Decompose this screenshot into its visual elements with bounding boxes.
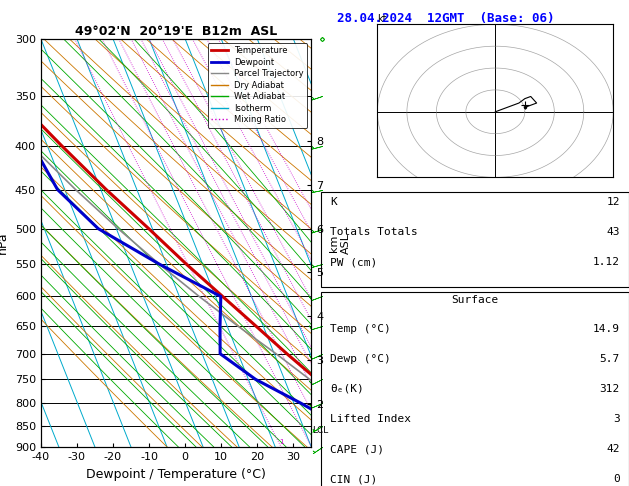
Text: 5.7: 5.7 <box>599 354 620 364</box>
Text: 1: 1 <box>279 439 284 445</box>
Text: 14.9: 14.9 <box>593 324 620 334</box>
Y-axis label: hPa: hPa <box>0 232 9 254</box>
Text: 28.04.2024  12GMT  (Base: 06): 28.04.2024 12GMT (Base: 06) <box>337 12 554 25</box>
Text: kt: kt <box>377 14 387 23</box>
Bar <box>321 292 629 486</box>
Text: 0: 0 <box>613 474 620 485</box>
Y-axis label: km
ASL: km ASL <box>329 232 350 254</box>
Bar <box>321 192 629 287</box>
Text: K: K <box>330 197 337 207</box>
Text: Totals Totals: Totals Totals <box>330 227 418 237</box>
Text: 1.12: 1.12 <box>593 257 620 267</box>
X-axis label: Dewpoint / Temperature (°C): Dewpoint / Temperature (°C) <box>86 468 266 481</box>
Text: CIN (J): CIN (J) <box>330 474 377 485</box>
Text: Temp (°C): Temp (°C) <box>330 324 391 334</box>
Text: 12: 12 <box>606 197 620 207</box>
Text: Dewp (°C): Dewp (°C) <box>330 354 391 364</box>
Text: PW (cm): PW (cm) <box>330 257 377 267</box>
Title: 49°02'N  20°19'E  B12m  ASL: 49°02'N 20°19'E B12m ASL <box>75 25 277 38</box>
Text: Lifted Index: Lifted Index <box>330 414 411 424</box>
Text: θₑ(K): θₑ(K) <box>330 384 364 394</box>
Text: 42: 42 <box>606 444 620 454</box>
Text: 312: 312 <box>599 384 620 394</box>
Text: 43: 43 <box>606 227 620 237</box>
Text: LCL: LCL <box>313 426 329 434</box>
Text: CAPE (J): CAPE (J) <box>330 444 384 454</box>
Text: 3: 3 <box>613 414 620 424</box>
Text: Surface: Surface <box>451 295 499 305</box>
Legend: Temperature, Dewpoint, Parcel Trajectory, Dry Adiabat, Wet Adiabat, Isotherm, Mi: Temperature, Dewpoint, Parcel Trajectory… <box>208 43 307 128</box>
